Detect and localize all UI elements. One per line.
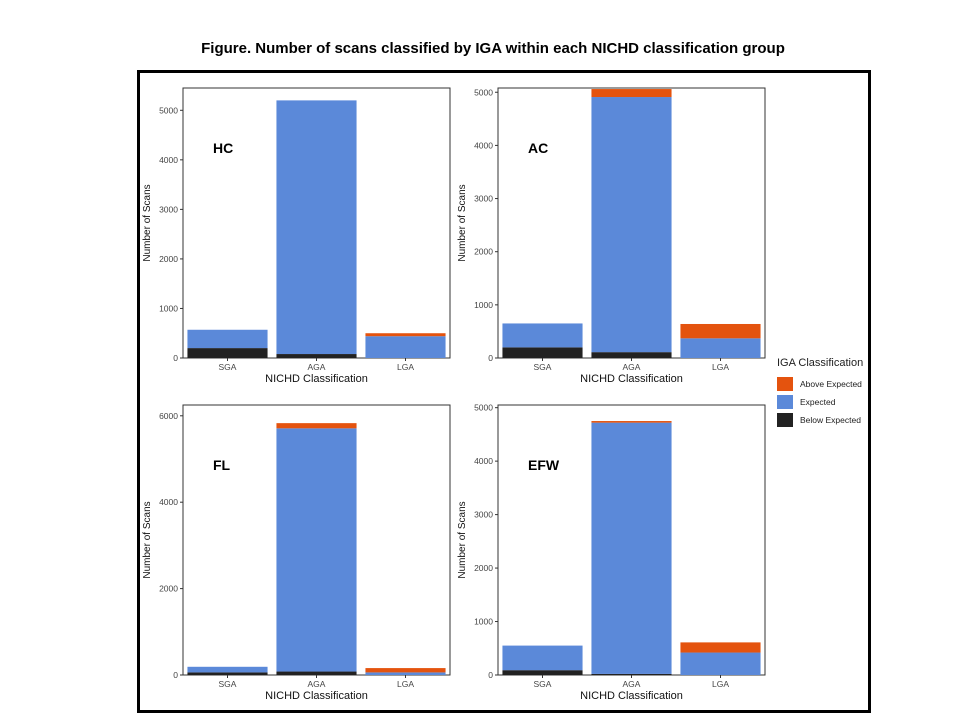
x-tick-label: LGA [712, 679, 729, 689]
y-tick-label: 0 [173, 353, 178, 363]
legend-swatch-expected [777, 395, 793, 409]
x-tick-label: SGA [534, 362, 552, 372]
figure-title: Figure. Number of scans classified by IG… [201, 40, 785, 57]
y-tick-label: 1000 [474, 617, 493, 627]
chart-panel-ac: 0 1000 2000 3000 4000 5000 SGA AGA LGA NICHD Clas… [455, 78, 780, 393]
legend-title: IGA Classification [777, 357, 864, 369]
chart-svg-ac: 0 1000 2000 3000 4000 5000 SGA AGA LGA NICHD Clas… [457, 87, 766, 385]
bar-sga-below-expected [502, 347, 583, 358]
bar-aga-expected [591, 97, 672, 353]
bar-aga-expected [276, 428, 357, 672]
x-tick-label: SGA [534, 679, 552, 689]
y-tick-label: 1000 [159, 303, 178, 313]
bar-lga-expected [365, 336, 446, 358]
bar-aga-below-expected [591, 352, 672, 358]
x-axis-label: NICHD Classification [265, 373, 368, 385]
panel-label: AC [528, 140, 548, 156]
y-tick-label: 3000 [159, 204, 178, 214]
x-tick-label: AGA [623, 679, 641, 689]
legend-label: Above Expected [800, 379, 862, 389]
y-tick-label: 2000 [159, 254, 178, 264]
x-tick-label: LGA [397, 362, 414, 372]
y-tick-label: 5000 [159, 105, 178, 115]
y-axis-label: Number of Scans [142, 501, 153, 578]
bar-lga-above-expected [365, 333, 446, 337]
bar-sga-below-expected [502, 670, 583, 675]
legend-item-above-expected: Above Expected [777, 377, 897, 391]
bar-aga-above-expected [591, 421, 672, 423]
x-tick-label: SGA [219, 362, 237, 372]
bar-lga-expected [680, 652, 761, 675]
chart-svg-hc: 0 1000 2000 3000 4000 5000 SGA AGA LGA NICHD Clas… [142, 87, 451, 385]
chart-svg-efw: 0 1000 2000 3000 4000 5000 SGA AGA LGA NICHD Clas… [457, 403, 766, 702]
y-tick-label: 4000 [474, 456, 493, 466]
bar-sga-expected [502, 323, 583, 348]
bar-sga-expected [187, 666, 268, 673]
panel-label: EFW [528, 457, 560, 473]
y-tick-label: 6000 [159, 411, 178, 421]
x-tick-label: SGA [219, 679, 237, 689]
bar-aga-above-expected [276, 423, 357, 429]
y-tick-label: 0 [488, 353, 493, 363]
y-tick-label: 0 [173, 670, 178, 680]
y-tick-label: 5000 [474, 87, 493, 97]
bar-aga-below-expected [276, 671, 357, 675]
chart-svg-fl: 0 2000 4000 6000 SGA AGA LGA NICHD Classificati… [142, 404, 451, 702]
y-tick-label: 3000 [474, 194, 493, 204]
x-tick-label: AGA [623, 362, 641, 372]
bar-aga-expected [276, 100, 357, 355]
chart-panel-efw: 0 1000 2000 3000 4000 5000 SGA AGA LGA NICHD Clas… [455, 395, 780, 710]
y-tick-label: 5000 [474, 403, 493, 413]
figure-frame [137, 70, 871, 713]
legend-label: Expected [800, 397, 836, 407]
x-axis-label: NICHD Classification [580, 373, 683, 385]
bar-aga-below-expected [591, 673, 672, 675]
bar-sga-expected [502, 645, 583, 671]
x-tick-label: AGA [308, 679, 326, 689]
bar-lga-above-expected [680, 642, 761, 653]
legend-swatch-below-expected [777, 413, 793, 427]
x-tick-label: LGA [397, 679, 414, 689]
bar-aga-below-expected [276, 354, 357, 358]
x-axis-label: NICHD Classification [580, 690, 683, 702]
bar-lga-above-expected [365, 668, 446, 673]
y-axis-label: Number of Scans [457, 501, 468, 578]
bar-lga-expected [680, 338, 761, 358]
y-tick-label: 0 [488, 670, 493, 680]
y-tick-label: 2000 [474, 247, 493, 257]
y-axis-label: Number of Scans [457, 184, 468, 261]
bar-aga-above-expected [591, 89, 672, 98]
chart-panel-fl: 0 2000 4000 6000 SGA AGA LGA NICHD Classificati… [140, 395, 465, 710]
y-tick-label: 2000 [159, 584, 178, 594]
legend-item-below-expected: Below Expected [777, 413, 897, 427]
legend-item-expected: Expected [777, 395, 897, 409]
y-tick-label: 2000 [474, 563, 493, 573]
bar-aga-expected [591, 422, 672, 674]
legend-label: Below Expected [800, 415, 861, 425]
legend: IGA Classification Above Expected Expect… [777, 357, 897, 431]
legend-swatch-above-expected [777, 377, 793, 391]
chart-panel-hc: 0 1000 2000 3000 4000 5000 SGA AGA LGA NICHD Clas… [140, 78, 465, 393]
y-axis-label: Number of Scans [142, 184, 153, 261]
y-tick-label: 3000 [474, 510, 493, 520]
bar-lga-above-expected [680, 323, 761, 339]
bar-sga-expected [187, 329, 268, 349]
x-axis-label: NICHD Classification [265, 690, 368, 702]
y-tick-label: 4000 [159, 155, 178, 165]
y-tick-label: 4000 [474, 140, 493, 150]
panel-label: HC [213, 140, 233, 156]
x-tick-label: AGA [308, 362, 326, 372]
panel-label: FL [213, 457, 231, 473]
y-tick-label: 4000 [159, 497, 178, 507]
x-tick-label: LGA [712, 362, 729, 372]
bar-lga-expected [365, 672, 446, 675]
y-tick-label: 1000 [474, 300, 493, 310]
bar-sga-below-expected [187, 672, 268, 675]
bar-sga-below-expected [187, 348, 268, 358]
